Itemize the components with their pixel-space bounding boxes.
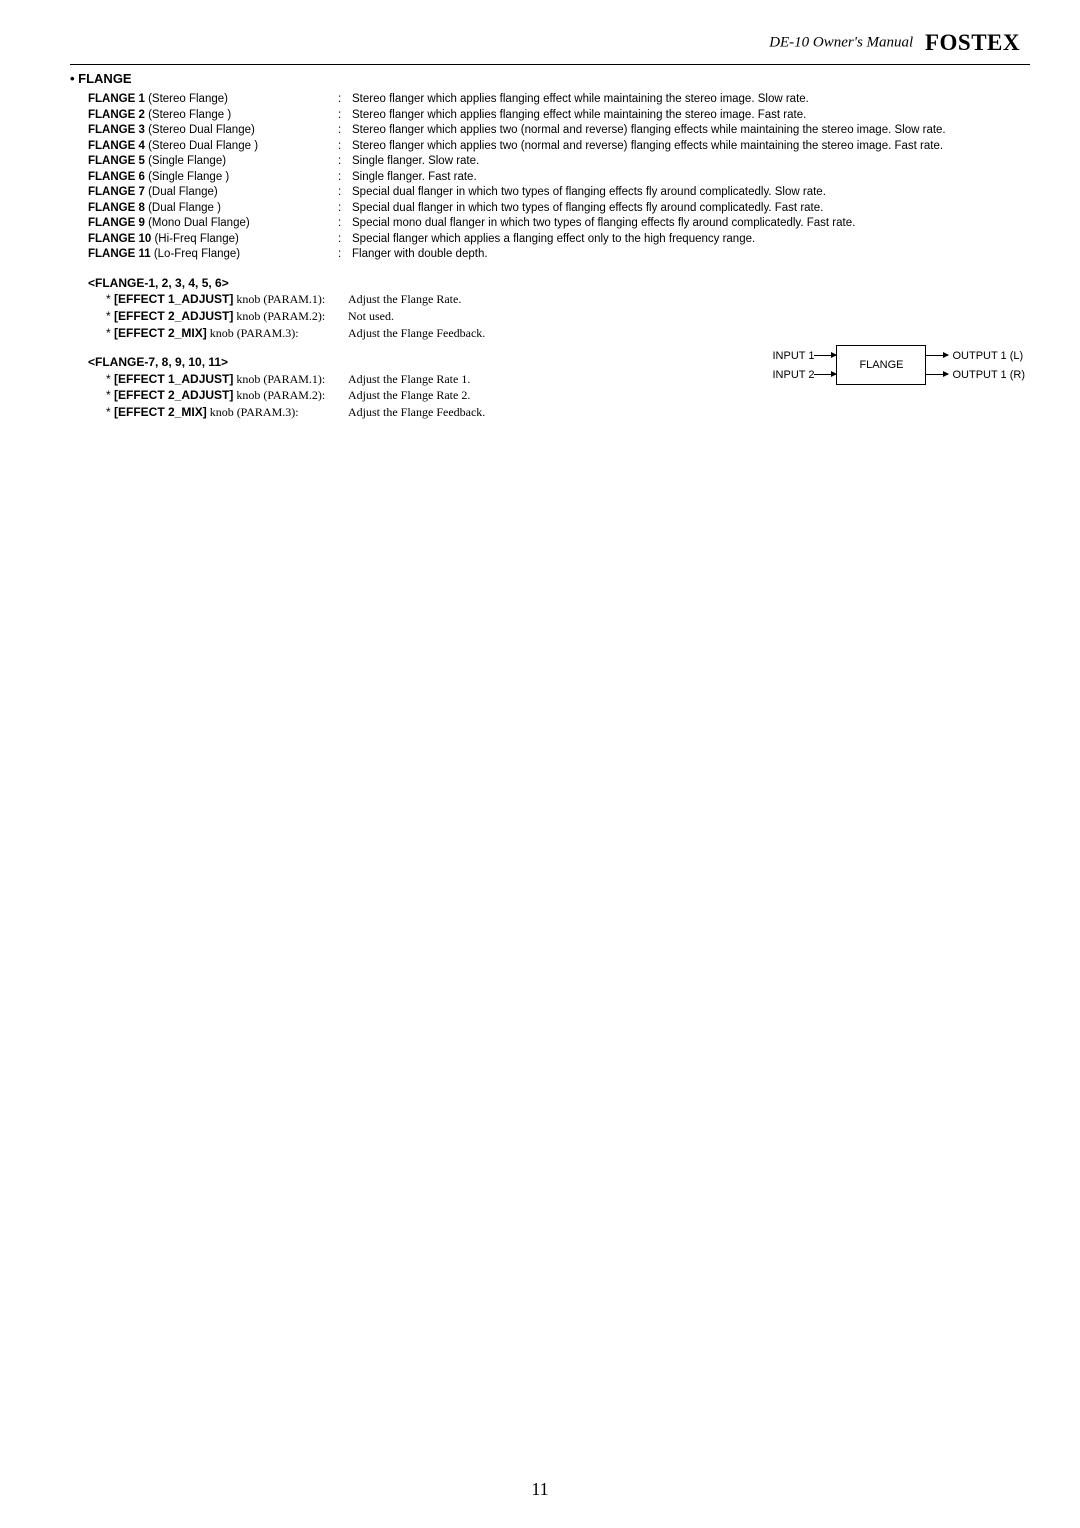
- param-value: Not used.: [348, 308, 394, 325]
- flange-row: FLANGE 1 (Stereo Flange):Stereo flanger …: [88, 92, 1030, 108]
- colon: :: [338, 201, 352, 217]
- param-label: * [EFFECT 2_ADJUST] knob (PARAM.2):: [106, 308, 348, 325]
- param-label: * [EFFECT 1_ADJUST] knob (PARAM.1):: [106, 291, 348, 308]
- page-header: DE-10 Owner's Manual FOSTEX: [70, 30, 1030, 56]
- param-value: Adjust the Flange Feedback.: [348, 325, 485, 342]
- flange-desc: Stereo flanger which applies flanging ef…: [352, 108, 1030, 124]
- flange-desc: Single flanger. Fast rate.: [352, 170, 1030, 186]
- colon: :: [338, 123, 352, 139]
- flange-desc: Special flanger which applies a flanging…: [352, 232, 1030, 248]
- flange-name: FLANGE 1 (Stereo Flange): [88, 92, 338, 108]
- flange-desc: Single flanger. Slow rate.: [352, 154, 1030, 170]
- arrow-icon: [814, 355, 836, 356]
- arrow-icon: [814, 374, 836, 375]
- colon: :: [338, 154, 352, 170]
- diagram-input-1: INPUT 1: [772, 350, 814, 362]
- flange-desc: Special dual flanger in which two types …: [352, 201, 1030, 217]
- diagram-output-2: OUTPUT 1 (R): [952, 369, 1025, 381]
- colon: :: [338, 108, 352, 124]
- flange-desc: Flanger with double depth.: [352, 247, 1030, 263]
- param-value: Adjust the Flange Rate 1.: [348, 371, 470, 388]
- flange-name: FLANGE 3 (Stereo Dual Flange): [88, 123, 338, 139]
- flange-list: FLANGE 1 (Stereo Flange):Stereo flanger …: [88, 92, 1030, 263]
- flange-row: FLANGE 5 (Single Flange):Single flanger.…: [88, 154, 1030, 170]
- page-number: 11: [0, 1479, 1080, 1500]
- flange-name: FLANGE 9 (Mono Dual Flange): [88, 216, 338, 232]
- flange-name: FLANGE 5 (Single Flange): [88, 154, 338, 170]
- flange-row: FLANGE 4 (Stereo Dual Flange ):Stereo fl…: [88, 139, 1030, 155]
- flange-desc: Special mono dual flanger in which two t…: [352, 216, 1030, 232]
- section-title: • FLANGE: [70, 71, 1030, 86]
- manual-title: DE-10 Owner's Manual: [769, 34, 913, 50]
- colon: :: [338, 139, 352, 155]
- flange-desc: Special dual flanger in which two types …: [352, 185, 1030, 201]
- colon: :: [338, 170, 352, 186]
- param-label: * [EFFECT 2_MIX] knob (PARAM.3):: [106, 325, 348, 342]
- flange-row: FLANGE 8 (Dual Flange ):Special dual fla…: [88, 201, 1030, 217]
- param-line: * [EFFECT 2_MIX] knob (PARAM.3):Adjust t…: [106, 404, 1030, 421]
- flange-row: FLANGE 7 (Dual Flange):Special dual flan…: [88, 185, 1030, 201]
- flange-row: FLANGE 6 (Single Flange ):Single flanger…: [88, 170, 1030, 186]
- flange-row: FLANGE 3 (Stereo Dual Flange):Stereo fla…: [88, 123, 1030, 139]
- flange-row: FLANGE 2 (Stereo Flange ):Stereo flanger…: [88, 108, 1030, 124]
- colon: :: [338, 247, 352, 263]
- flange-name: FLANGE 11 (Lo-Freq Flange): [88, 247, 338, 263]
- colon: :: [338, 232, 352, 248]
- param-value: Adjust the Flange Rate.: [348, 291, 461, 308]
- diagram-box: FLANGE: [836, 345, 926, 385]
- arrow-icon: [926, 355, 948, 356]
- flange-name: FLANGE 2 (Stereo Flange ): [88, 108, 338, 124]
- param-line: * [EFFECT 1_ADJUST] knob (PARAM.1):Adjus…: [106, 291, 1030, 308]
- flange-name: FLANGE 6 (Single Flange ): [88, 170, 338, 186]
- flange-name: FLANGE 4 (Stereo Dual Flange ): [88, 139, 338, 155]
- param-line: * [EFFECT 2_ADJUST] knob (PARAM.2):Not u…: [106, 308, 1030, 325]
- diagram-box-label: FLANGE: [859, 359, 903, 371]
- param-value: Adjust the Flange Feedback.: [348, 404, 485, 421]
- flange-desc: Stereo flanger which applies flanging ef…: [352, 92, 1030, 108]
- flange-name: FLANGE 10 (Hi-Freq Flange): [88, 232, 338, 248]
- flange-name: FLANGE 8 (Dual Flange ): [88, 201, 338, 217]
- param-group-a-title: <FLANGE-1, 2, 3, 4, 5, 6>: [88, 275, 1030, 292]
- param-line: * [EFFECT 2_MIX] knob (PARAM.3):Adjust t…: [106, 325, 1030, 342]
- flange-row: FLANGE 10 (Hi-Freq Flange):Special flang…: [88, 232, 1030, 248]
- header-rule: [70, 64, 1030, 65]
- param-group-a: <FLANGE-1, 2, 3, 4, 5, 6> * [EFFECT 1_AD…: [88, 275, 1030, 342]
- arrow-icon: [926, 374, 948, 375]
- diagram-output-1: OUTPUT 1 (L): [952, 350, 1023, 362]
- flange-desc: Stereo flanger which applies two (normal…: [352, 139, 1030, 155]
- colon: :: [338, 216, 352, 232]
- param-value: Adjust the Flange Rate 2.: [348, 387, 470, 404]
- param-label: * [EFFECT 2_ADJUST] knob (PARAM.2):: [106, 387, 348, 404]
- param-label: * [EFFECT 2_MIX] knob (PARAM.3):: [106, 404, 348, 421]
- flange-row: FLANGE 9 (Mono Dual Flange):Special mono…: [88, 216, 1030, 232]
- flange-row: FLANGE 11 (Lo-Freq Flange):Flanger with …: [88, 247, 1030, 263]
- param-line: * [EFFECT 2_ADJUST] knob (PARAM.2):Adjus…: [106, 387, 1030, 404]
- brand-logo: FOSTEX: [925, 30, 1020, 55]
- colon: :: [338, 92, 352, 108]
- flange-desc: Stereo flanger which applies two (normal…: [352, 123, 1030, 139]
- colon: :: [338, 185, 352, 201]
- param-label: * [EFFECT 1_ADJUST] knob (PARAM.1):: [106, 371, 348, 388]
- diagram-input-2: INPUT 2: [772, 369, 814, 381]
- signal-diagram: INPUT 1 INPUT 2 FLANGE OUTPUT 1 (L): [772, 345, 1025, 385]
- flange-name: FLANGE 7 (Dual Flange): [88, 185, 338, 201]
